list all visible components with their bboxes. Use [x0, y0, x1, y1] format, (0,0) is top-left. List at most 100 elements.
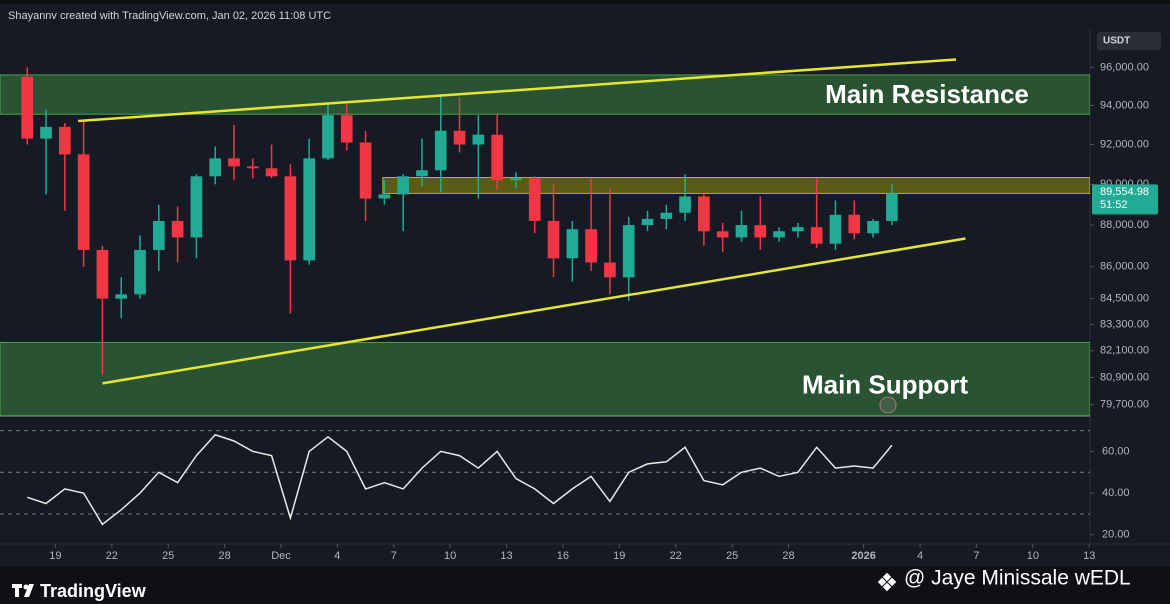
zone	[0, 341, 1090, 416]
trendline	[102, 237, 966, 385]
candle-body	[209, 158, 222, 177]
last-price-label: 89,554.98	[1100, 186, 1149, 198]
candle-body	[773, 231, 785, 238]
trendline	[78, 58, 957, 123]
price-tick-label: 80,900.00	[1100, 371, 1149, 383]
tradingview-logo-icon	[12, 584, 34, 597]
icon-part	[887, 577, 897, 587]
candle-body	[134, 249, 146, 295]
main-pane	[0, 67, 1090, 416]
price-tick-label: 84,500.00	[1100, 293, 1149, 305]
event-marker	[879, 396, 897, 414]
candle-body	[190, 176, 203, 238]
price-tick-label: 82,100.00	[1100, 345, 1149, 357]
candle-body	[171, 220, 184, 238]
icon-part	[882, 582, 892, 592]
candle-body	[416, 170, 428, 177]
time-tick-label: 25	[162, 550, 174, 562]
candle-body	[604, 262, 616, 278]
price-tick-label: 83,300.00	[1100, 318, 1149, 330]
candle-body	[622, 225, 635, 278]
time-tick-label: Dec	[271, 550, 291, 562]
price-tick-label: 86,000.00	[1100, 261, 1149, 273]
logo-part	[15, 584, 19, 597]
currency-badge	[1097, 32, 1161, 50]
candle-body	[340, 115, 353, 143]
rsi-tick-label: 60.00	[1102, 445, 1130, 457]
candle-body	[886, 193, 898, 221]
candle-body	[453, 130, 466, 145]
time-tick-label: 2026	[851, 550, 875, 562]
candle-body	[547, 220, 560, 259]
time-tick-label: 4	[334, 550, 340, 562]
candle-body	[829, 214, 842, 244]
watermark: @ Jaye Minissale wEDL	[904, 567, 1131, 590]
price-tick-label: 88,000.00	[1100, 219, 1149, 231]
candle-body	[792, 227, 804, 232]
time-tick-label: 7	[391, 550, 397, 562]
candle-body	[284, 176, 297, 261]
zone-label: Main Support	[802, 369, 968, 399]
time-tick-label: 13	[500, 550, 512, 562]
candle-body	[698, 196, 710, 232]
zone-label: Main Resistance	[825, 79, 1029, 109]
candle-body	[58, 126, 71, 155]
candle-body	[246, 166, 259, 169]
candle-body	[265, 168, 278, 177]
currency: USDT	[1103, 36, 1130, 47]
candle-body	[152, 220, 165, 250]
candle-body	[848, 214, 861, 234]
rsi-tick-label: 40.00	[1102, 487, 1130, 499]
price-tick-label: 94,000.00	[1100, 99, 1149, 111]
time-tick-label: 16	[557, 550, 569, 562]
candle-body	[491, 134, 503, 181]
candle-body	[96, 249, 109, 299]
icon-part	[877, 577, 887, 587]
candle-body	[510, 178, 522, 181]
time-tick-label: 19	[49, 550, 61, 562]
watermark-icon	[877, 572, 897, 592]
candle-body	[397, 176, 409, 195]
logo-part	[24, 584, 34, 597]
time-tick-label: 10	[1027, 550, 1039, 562]
time-tick-label: 22	[670, 550, 682, 562]
time-tick-label: 4	[917, 550, 923, 562]
candle-body	[303, 158, 316, 261]
candle-body	[566, 229, 579, 259]
candle-body	[115, 294, 128, 299]
time-tick-label: 28	[782, 550, 794, 562]
footer-logo: TradingView	[40, 581, 147, 601]
rsi-line	[26, 433, 893, 526]
rsi-tick-label: 20.00	[1102, 529, 1130, 541]
candle-body	[359, 142, 372, 199]
time-tick-label: 28	[218, 550, 230, 562]
candle-body	[754, 225, 767, 238]
logo-part	[23, 584, 29, 590]
price-tick-label: 79,700.00	[1100, 399, 1149, 411]
time-tick-label: 7	[973, 550, 979, 562]
candle-body	[434, 130, 447, 171]
time-tick-label: 19	[613, 550, 625, 562]
countdown: 51:52	[1100, 199, 1128, 211]
candle-body	[641, 218, 654, 226]
candle-body	[378, 194, 391, 199]
candle-body	[528, 178, 541, 221]
header: Shayannv created with TradingView.com, J…	[8, 10, 331, 22]
zone	[0, 74, 1090, 115]
time-tick-label: 10	[444, 550, 456, 562]
last-price-badge	[1092, 184, 1158, 215]
candle-body	[716, 231, 729, 238]
time-tick-label: 25	[726, 550, 738, 562]
icon-part	[882, 572, 892, 582]
time-tick-label: 22	[106, 550, 118, 562]
candle-body	[660, 212, 673, 219]
price-tick-label: 92,000.00	[1100, 138, 1149, 150]
candle-body	[322, 115, 334, 159]
zone	[382, 176, 1090, 194]
candle-body	[77, 154, 90, 250]
candle-body	[472, 134, 485, 145]
candle-body	[735, 225, 748, 238]
